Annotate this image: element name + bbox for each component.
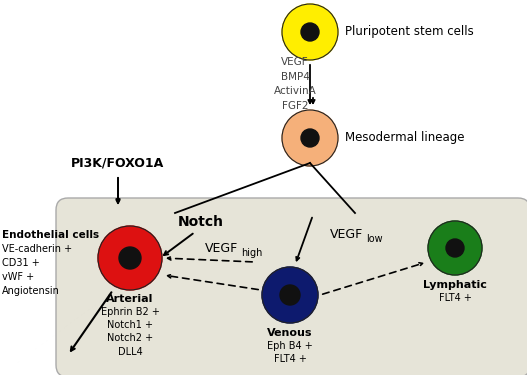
Text: Pluripotent stem cells: Pluripotent stem cells [345,26,474,39]
Text: Venous: Venous [267,328,313,338]
FancyBboxPatch shape [56,198,527,375]
Circle shape [301,23,319,41]
Circle shape [428,221,482,275]
Circle shape [301,129,319,147]
Circle shape [98,226,162,290]
Text: Mesodermal lineage: Mesodermal lineage [345,132,464,144]
Circle shape [119,247,141,269]
Circle shape [280,285,300,305]
Text: VEGF: VEGF [205,242,238,255]
Circle shape [446,239,464,257]
Circle shape [282,110,338,166]
Text: Eph B4 +
FLT4 +: Eph B4 + FLT4 + [267,341,313,364]
Text: low: low [366,234,383,244]
Text: VE-cadherin +
CD31 +
vWF +
Angiotensin: VE-cadherin + CD31 + vWF + Angiotensin [2,244,72,296]
Text: VEGF
BMP4
ActivinA
FGF2: VEGF BMP4 ActivinA FGF2 [274,57,316,111]
Text: VEGF: VEGF [330,228,363,240]
Text: high: high [241,248,262,258]
Circle shape [282,4,338,60]
Circle shape [262,267,318,323]
Text: Ephrin B2 +
Notch1 +
Notch2 +
DLL4: Ephrin B2 + Notch1 + Notch2 + DLL4 [101,307,160,357]
Text: Endothelial cells: Endothelial cells [2,230,99,240]
Text: PI3K/FOXO1A: PI3K/FOXO1A [71,156,164,170]
Text: Lymphatic: Lymphatic [423,280,487,290]
Text: FLT4 +: FLT4 + [438,293,472,303]
Text: Arterial: Arterial [106,294,154,304]
Text: Notch: Notch [178,215,224,229]
